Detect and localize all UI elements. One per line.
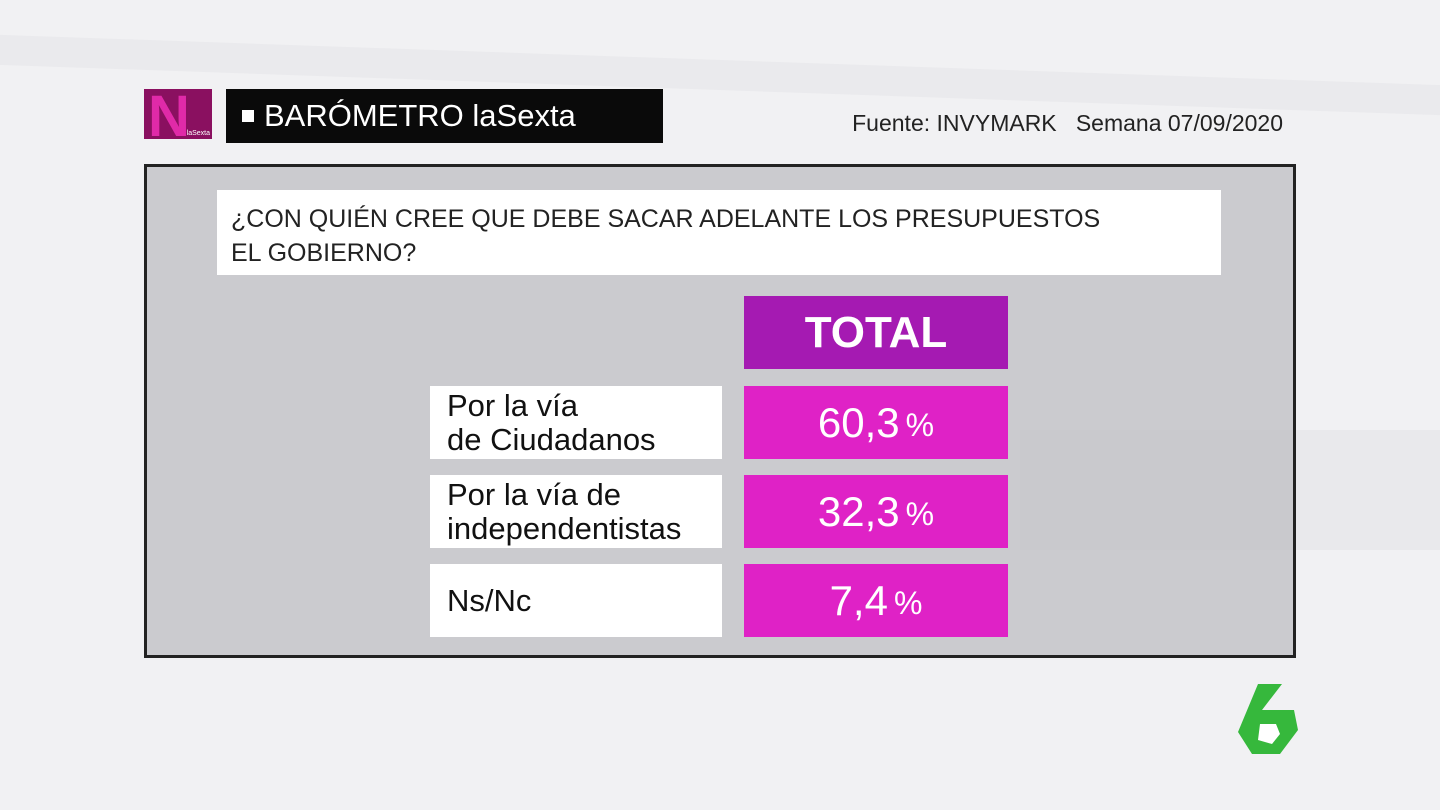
- unit: %: [905, 496, 935, 532]
- channel-shape: [1258, 724, 1280, 744]
- logo: N laSexta: [144, 84, 212, 149]
- row-value: 60,3%: [744, 386, 1008, 459]
- logo-brand: laSexta: [186, 130, 210, 137]
- background-decor: [0, 34, 1440, 116]
- value: 60,3: [817, 398, 900, 446]
- row-label: Por la vía de Ciudadanos: [430, 386, 722, 459]
- unit: %: [893, 585, 923, 621]
- channel-logo: [1238, 684, 1298, 754]
- row-value: 32,3%: [744, 475, 1008, 548]
- source: Fuente: INVYMARK: [852, 110, 1057, 136]
- source-line: Fuente: INVYMARK Semana 07/09/2020: [760, 110, 1283, 137]
- value: 32,3: [817, 487, 900, 535]
- row-label: Ns/Nc: [430, 564, 722, 637]
- logo-letter: N: [148, 84, 190, 149]
- question: ¿CON QUIÉN CREE QUE DEBE SACAR ADELANTE …: [217, 190, 1221, 275]
- title: BARÓMETRO laSexta: [264, 98, 576, 133]
- value: 7,4: [829, 576, 888, 624]
- unit: %: [905, 407, 935, 443]
- title-bullet: [242, 110, 254, 122]
- channel-shape: [1238, 684, 1298, 754]
- week: Semana 07/09/2020: [1075, 110, 1283, 136]
- column-header: TOTAL: [744, 296, 1008, 369]
- row-value: 7,4%: [744, 564, 1008, 637]
- title-bar: BARÓMETRO laSexta: [226, 89, 663, 143]
- row-label: Por la vía de independentistas: [430, 475, 722, 548]
